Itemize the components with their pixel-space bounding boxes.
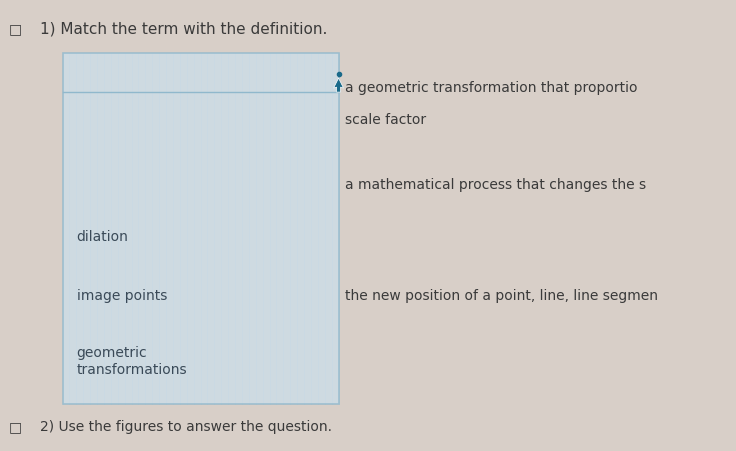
Text: □: □	[9, 23, 22, 36]
Text: a mathematical process that changes the s: a mathematical process that changes the …	[344, 178, 645, 192]
Bar	[63, 54, 339, 404]
Text: □: □	[9, 419, 22, 433]
Text: geometric
transformations: geometric transformations	[77, 345, 187, 377]
Text: 2) Use the figures to answer the question.: 2) Use the figures to answer the questio…	[40, 419, 333, 433]
Text: scale factor: scale factor	[344, 113, 425, 126]
Text: dilation: dilation	[77, 230, 129, 244]
Text: image points: image points	[77, 289, 167, 302]
Text: a geometric transformation that proportio: a geometric transformation that proporti…	[344, 81, 637, 95]
Polygon shape	[333, 79, 344, 93]
Text: 1) Match the term with the definition.: 1) Match the term with the definition.	[40, 22, 328, 37]
Text: the new position of a point, line, line segmen: the new position of a point, line, line …	[344, 289, 657, 302]
